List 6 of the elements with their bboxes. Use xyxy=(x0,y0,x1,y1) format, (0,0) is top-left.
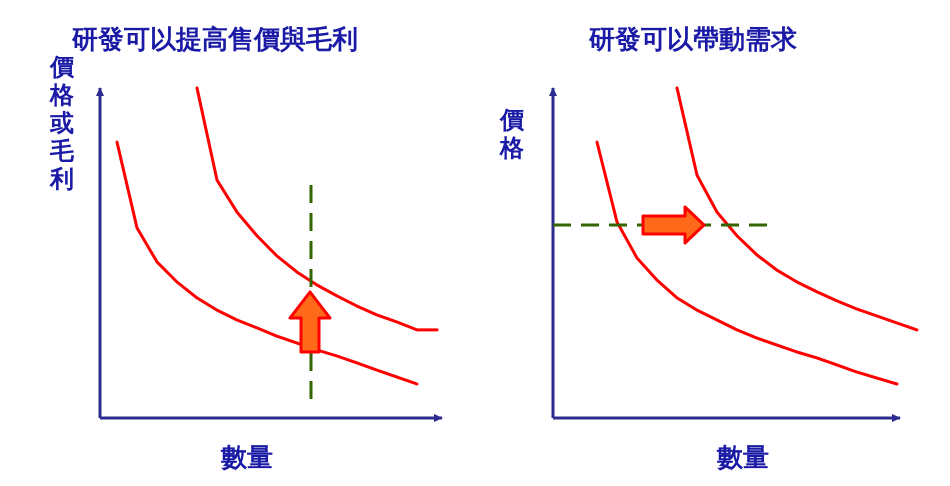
chart-title: 研發可以提高售價與毛利 xyxy=(71,25,358,55)
y-axis-title: 價格或毛利 xyxy=(49,53,75,193)
chart-title: 研發可以帶動需求 xyxy=(588,25,798,55)
y-axis-title: 價格 xyxy=(499,106,525,162)
x-axis-title: 數量 xyxy=(716,443,769,473)
x-axis-title: 數量 xyxy=(220,443,273,473)
